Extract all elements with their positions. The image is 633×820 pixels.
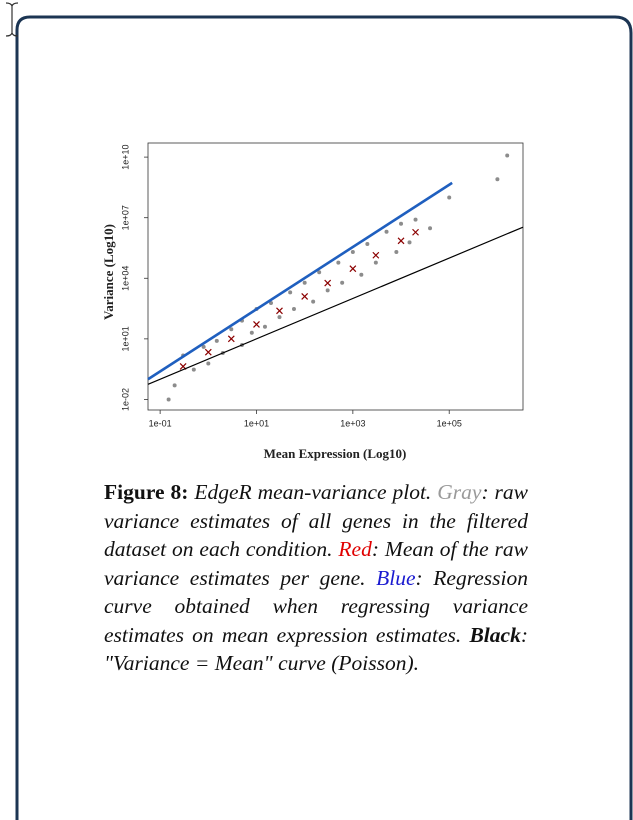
caption-text: : Mean of the raw variance estimates per… (104, 537, 529, 590)
point (229, 327, 234, 332)
point (350, 250, 355, 255)
plot-frame (147, 142, 524, 411)
caption-label: Figure 8: (104, 480, 189, 504)
point (166, 397, 171, 402)
fit-line (147, 226, 524, 385)
fit-line (147, 181, 453, 381)
point (399, 221, 404, 226)
x-tick-label: 1e+01 (244, 418, 269, 428)
mean-marker (324, 279, 332, 287)
caption-text: Red (338, 537, 372, 561)
x-tick-label: 1e+05 (437, 418, 462, 428)
caption-text: : "Variance = Mean" curve (Poisson). (104, 622, 528, 676)
point (277, 315, 282, 320)
point (262, 324, 267, 329)
point (413, 217, 418, 222)
point (317, 270, 322, 275)
x-axis-title: Mean Expression (Log10) (264, 446, 407, 461)
point (172, 383, 177, 388)
y-tick-label: 1e+07 (120, 205, 130, 230)
point (447, 195, 452, 200)
point (206, 361, 211, 366)
point (495, 177, 500, 182)
point (505, 153, 510, 158)
x-tick-label: 1e+03 (340, 418, 365, 428)
mean-marker (253, 320, 260, 328)
point (249, 330, 254, 335)
point (291, 307, 296, 312)
y-tick-label: 1e+01 (120, 326, 130, 351)
caption-text: Blue (376, 565, 416, 590)
panel-border-left (15, 15, 31, 820)
point (302, 280, 307, 285)
mean-marker (412, 228, 419, 236)
mean-marker (397, 237, 405, 245)
y-tick-label: 1e-02 (120, 388, 130, 411)
point (365, 241, 370, 246)
mean-marker (349, 265, 357, 273)
mean-marker (276, 307, 283, 315)
point (373, 260, 378, 265)
caption-text: : Regression curve obtained when regress… (104, 565, 529, 647)
figure-caption: Figure 8: EdgeR mean-variance plot. Gray… (104, 478, 528, 678)
panel-border-right (30, 15, 633, 820)
caption-text: : raw variance estimates of all genes in… (104, 480, 529, 561)
point (384, 229, 389, 234)
point (288, 290, 293, 295)
point (428, 226, 433, 231)
point (214, 338, 219, 343)
caption-text: EdgeR mean-variance plot. (194, 480, 432, 504)
mean-marker (301, 293, 309, 300)
text-cursor (5, 2, 19, 37)
point (311, 299, 316, 304)
caption-text: Gray (437, 480, 482, 504)
point (201, 344, 206, 349)
point (407, 240, 412, 245)
x-tick-label: 1e-01 (149, 418, 172, 428)
y-tick-label: 1e+10 (120, 144, 130, 169)
point (340, 280, 345, 285)
point (191, 367, 196, 372)
caption-text: Black (469, 622, 521, 647)
point (394, 250, 399, 255)
y-tick-label: 1e+04 (120, 266, 130, 291)
point (359, 272, 364, 277)
y-axis-title: Variance (Log10) (101, 224, 116, 320)
point (336, 260, 341, 265)
mean-marker (372, 251, 380, 259)
mean-marker (204, 348, 212, 356)
point (325, 288, 330, 293)
mean-marker (227, 335, 235, 343)
